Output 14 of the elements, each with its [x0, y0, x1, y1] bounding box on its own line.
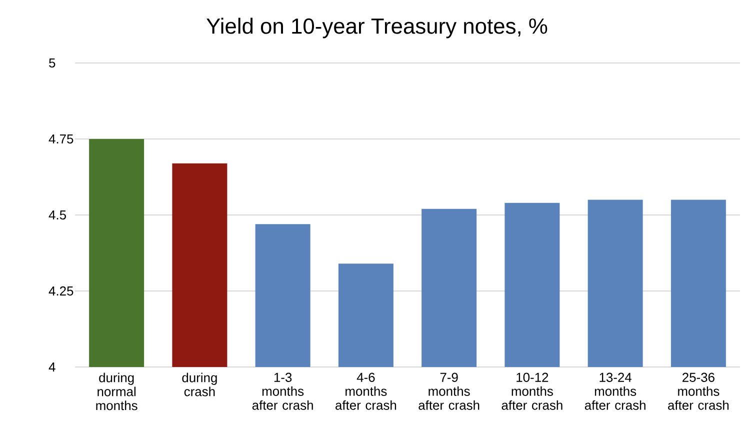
- y-tick-label: 4: [48, 362, 56, 372]
- x-tick-label: 7-9 months after crash: [418, 372, 480, 410]
- y-tick-label: 4.5: [48, 210, 66, 220]
- x-tick-label: 10-12 months after crash: [502, 372, 562, 410]
- x-tick-label: 13-24 months after crash: [584, 372, 646, 410]
- y-tick-label: 5: [49, 58, 56, 68]
- x-tick-label: during crash: [182, 372, 217, 396]
- x-tick-label: 4-6 months after crash: [336, 372, 396, 410]
- x-tick-label: 25-36 months after crash: [668, 372, 729, 410]
- y-tick-label: 4.75: [48, 134, 74, 144]
- x-tick-label: during normal months: [96, 372, 138, 410]
- x-tick-label: 1-3 months after crash: [252, 372, 313, 410]
- y-tick-label: 4.25: [48, 286, 74, 296]
- chart-title: Yield on 10-year Treasury notes, %: [206, 18, 548, 38]
